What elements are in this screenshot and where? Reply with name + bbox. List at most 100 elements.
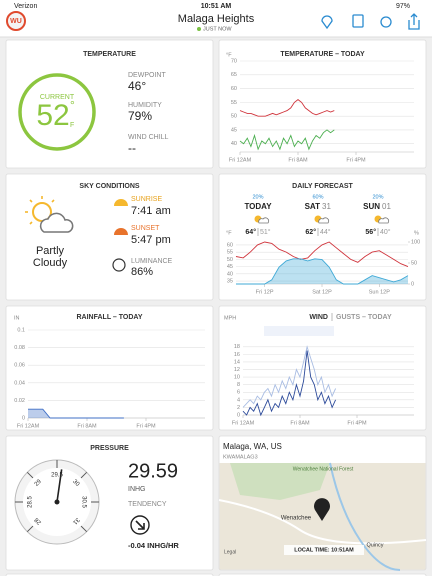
x-tick-label: Fri 8AM	[290, 420, 310, 426]
axis-unit: %	[414, 230, 419, 236]
wind-title: WIND	[309, 314, 328, 321]
sunrise: 7:41 am	[131, 205, 171, 217]
y-tick-label: 0.08	[14, 345, 25, 351]
day: TODAY	[244, 202, 272, 211]
header-bar	[0, 0, 432, 37]
logo: WU	[10, 18, 22, 25]
gauge-label: 29	[34, 478, 43, 487]
x-tick-label: Fri 4PM	[347, 420, 367, 426]
unit: F	[70, 122, 74, 129]
y-tick-label: 55	[227, 250, 233, 256]
axis-unit: °F	[226, 230, 232, 236]
metric-label: WIND CHILL	[128, 134, 169, 141]
sky-card[interactable]	[5, 173, 214, 301]
logo-badge[interactable]	[6, 11, 26, 31]
tendency-icon	[130, 515, 150, 535]
x-tick-label: Sat 12P	[312, 289, 332, 295]
y-tick-label: 2	[237, 405, 240, 411]
series-line	[242, 345, 337, 408]
y-tick-label: 50	[231, 114, 237, 120]
temperature-today-card[interactable]	[218, 39, 427, 169]
gauge-tick	[26, 525, 34, 533]
y-tick-label: 4	[237, 397, 240, 403]
settings-icon[interactable]	[380, 16, 392, 28]
tendency: -0.04 INHG/HR	[128, 541, 179, 550]
x-tick-label: Fri 4PM	[136, 423, 156, 429]
y-tick-label: 35	[227, 279, 233, 285]
area-fill	[236, 258, 408, 284]
forecast-card[interactable]	[218, 173, 427, 301]
metric-value: --	[128, 141, 136, 155]
y-tick-label: 55	[231, 100, 237, 106]
condition: Cloudy	[33, 257, 68, 269]
y-tick-label: 40	[227, 271, 233, 277]
x-tick-label: Fri 12AM	[232, 420, 255, 426]
luminance: 86%	[131, 266, 153, 278]
widget-icon[interactable]	[352, 14, 364, 28]
day: SUN	[363, 202, 380, 211]
low: 40°	[380, 228, 391, 236]
update-dot	[197, 27, 201, 31]
axis-unit: °F	[226, 52, 232, 58]
y-tick-label: 0.06	[14, 363, 25, 369]
y-tick-label: 18	[234, 344, 240, 350]
share-icon[interactable]	[408, 13, 420, 30]
card-title: TEMPERATURE	[83, 51, 136, 58]
y-tick-label: 70	[231, 58, 237, 64]
y-tick-label: 0.04	[14, 380, 25, 386]
card-title: RAINFALL – TODAY	[77, 314, 143, 321]
y-tick-label: 0.02	[14, 398, 25, 404]
location-icon[interactable]	[321, 15, 333, 30]
gusts-title: GUSTS – TODAY	[336, 314, 392, 321]
date: 31	[322, 202, 331, 211]
local-time: LOCAL TIME: 10:51AM	[294, 547, 354, 553]
luminance-label: LUMINANCE	[131, 258, 173, 265]
map-label: Wenatchee National Forest	[293, 466, 354, 472]
wind-card[interactable]	[218, 305, 427, 431]
partly-cloudy-icon	[25, 196, 74, 233]
sunset: 5:47 pm	[131, 234, 171, 246]
metric-value: 46°	[128, 79, 146, 93]
rainfall-card[interactable]	[5, 305, 214, 431]
sunset-label: SUNSET	[131, 225, 160, 232]
map-station: KWAMALAG3	[223, 454, 258, 460]
y-tick-label: 10	[234, 375, 240, 381]
series-line	[235, 241, 409, 268]
current-label: CURRENT	[40, 94, 75, 101]
low: 44°	[320, 228, 331, 236]
forest-area	[230, 463, 330, 500]
map-label: Wenatchee	[281, 516, 312, 522]
x-tick-label: Fri 12P	[256, 289, 274, 295]
series-line	[239, 129, 335, 151]
series-line	[239, 99, 335, 117]
updated: JUST NOW	[203, 26, 232, 32]
high: 56°	[365, 228, 376, 236]
x-tick-label: Fri 12AM	[229, 157, 252, 163]
x-tick-label: Fri 8AM	[77, 423, 97, 429]
y-tick-label: 6	[237, 390, 240, 396]
x-tick-label: Sun 12P	[369, 289, 390, 295]
y-tick-label: 40	[231, 141, 237, 147]
current-temp: 52	[36, 99, 69, 132]
carrier: Verizon	[14, 3, 37, 10]
x-tick-label: Fri 4PM	[346, 157, 366, 163]
y-tick-label: 65	[231, 72, 237, 78]
x-tick-label: Fri 8AM	[288, 157, 308, 163]
y-tick-label: 8	[237, 382, 240, 388]
y-tick-label: 16	[234, 352, 240, 358]
river	[329, 462, 401, 571]
degree: °	[70, 98, 75, 112]
y-tick-label: 14	[234, 359, 240, 365]
high: 62°	[305, 228, 316, 236]
card-title: DAILY FORECAST	[292, 183, 353, 190]
precip-chance: 60%	[312, 194, 323, 200]
temperature-card[interactable]	[5, 39, 214, 169]
y2-tick-label: 0	[411, 281, 414, 287]
sunrise-icon	[114, 199, 128, 206]
pressure-unit: INHG	[128, 486, 146, 493]
local-time-bg	[284, 545, 364, 555]
metric-label: HUMIDITY	[128, 102, 162, 109]
sunrise-label: SUNRISE	[131, 196, 162, 203]
sunset-icon	[114, 228, 128, 235]
